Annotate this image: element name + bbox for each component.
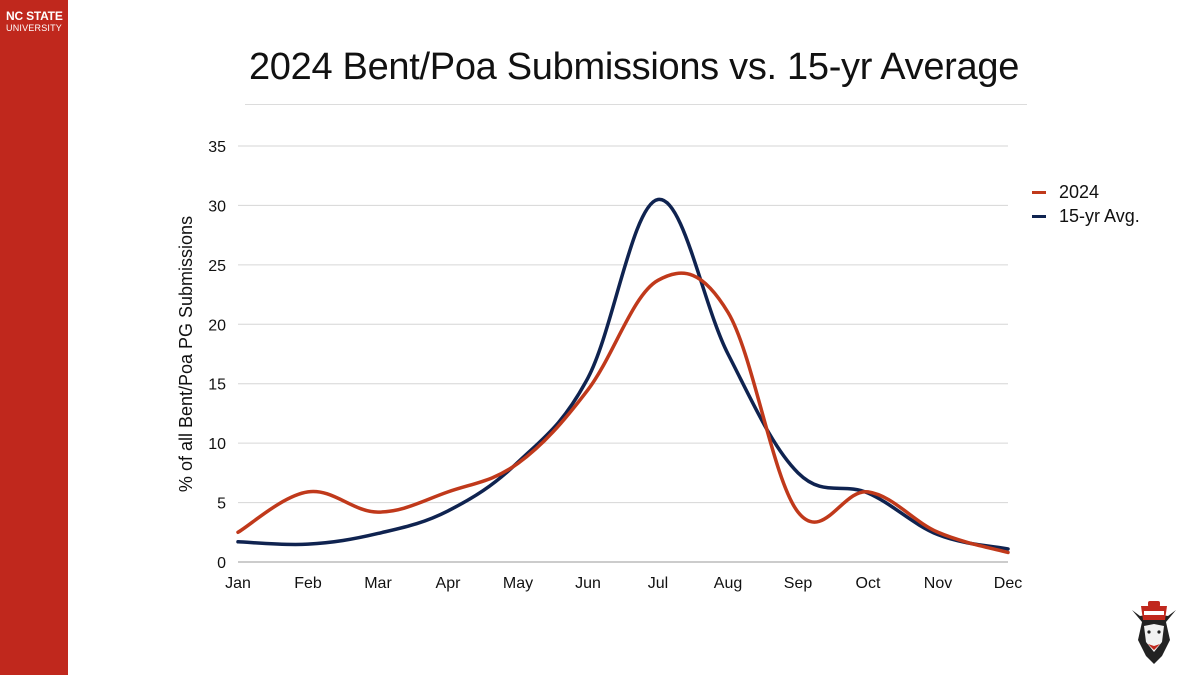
x-tick-label: Mar xyxy=(364,575,392,592)
x-tick-label: Aug xyxy=(714,575,742,592)
legend-item-2024: 2024 xyxy=(1032,180,1140,204)
x-axis-ticks: Jan Feb Mar Apr May Jun Jul Aug Sep Oct Nov Dec xyxy=(225,575,1022,592)
logo-line-1: NC STATE xyxy=(6,9,63,23)
y-tick-label: 35 xyxy=(208,139,226,156)
series-line-15yr-avg xyxy=(236,197,1010,551)
series-line-2024 xyxy=(236,271,1010,555)
x-tick-label: Dec xyxy=(994,575,1022,592)
y-tick-label: 0 xyxy=(217,555,226,572)
x-tick-label: Jan xyxy=(225,575,251,592)
x-tick-label: Oct xyxy=(856,575,881,592)
legend-swatch-15yr-avg xyxy=(1032,214,1046,218)
brand-sidebar: NC STATE UNIVERSITY xyxy=(0,0,68,675)
y-tick-label: 15 xyxy=(208,377,226,394)
y-tick-label: 30 xyxy=(208,198,226,215)
logo-line-2: UNIVERSITY xyxy=(6,23,63,33)
x-tick-label: Nov xyxy=(924,575,952,592)
y-tick-label: 20 xyxy=(208,317,226,334)
legend: 2024 15-yr Avg. xyxy=(1032,180,1140,228)
x-tick-label: Sep xyxy=(784,575,813,592)
x-tick-label: Jun xyxy=(575,575,601,592)
legend-label: 15-yr Avg. xyxy=(1059,205,1140,226)
data-series xyxy=(236,197,1010,555)
chart-title: 2024 Bent/Poa Submissions vs. 15-yr Aver… xyxy=(248,46,1020,88)
y-axis-ticks: 0 5 10 15 20 25 30 35 xyxy=(208,139,226,572)
x-tick-label: May xyxy=(503,575,533,592)
university-logo: NC STATE UNIVERSITY xyxy=(6,10,63,33)
wolf-mascot-icon xyxy=(1132,601,1176,664)
legend-item-15yr-avg: 15-yr Avg. xyxy=(1032,204,1140,228)
y-tick-label: 5 xyxy=(217,496,226,513)
legend-label: 2024 xyxy=(1059,181,1100,202)
y-tick-label: 10 xyxy=(208,436,226,453)
gridlines xyxy=(238,145,1008,563)
y-axis-label: % of all Bent/Poa PG Submissions xyxy=(176,216,196,492)
y-tick-label: 25 xyxy=(208,258,226,275)
legend-swatch-2024 xyxy=(1032,190,1046,194)
title-divider xyxy=(245,104,1027,105)
x-tick-label: Feb xyxy=(294,575,322,592)
x-tick-label: Apr xyxy=(436,575,462,592)
x-tick-label: Jul xyxy=(648,575,668,592)
